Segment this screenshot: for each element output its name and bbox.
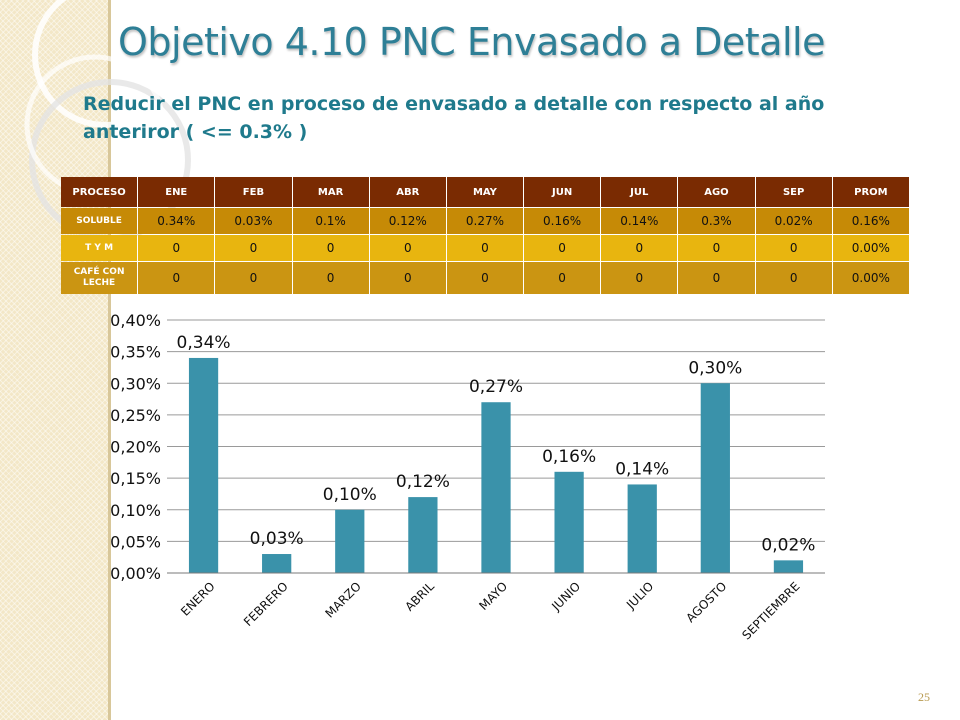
y-tick-label: 0,25% [110, 406, 161, 425]
x-tick-label: SEPTIEMBRE [739, 579, 802, 642]
data-label: 0,34% [177, 333, 231, 353]
table-cell: 0 [524, 262, 601, 294]
y-tick-label: 0,05% [110, 532, 161, 551]
pnc-data-table: PROCESO ENE FEB MAR ABR MAY JUN JUL AGO SEP PROM S… [60, 176, 910, 295]
y-tick-label: 0,10% [110, 501, 161, 520]
table-cell: 0 [601, 262, 678, 294]
table-header-cell: FEB [215, 177, 292, 207]
table-cell: 0 [446, 235, 524, 261]
table-cell: 0.16% [832, 208, 909, 234]
side-band-edge [108, 0, 111, 720]
x-tick-label: JULIO [623, 579, 656, 612]
table-cell: 0 [601, 235, 678, 261]
x-tick-label: MAYO [476, 579, 510, 613]
y-tick-label: 0,15% [110, 469, 161, 488]
x-tick-label: FEBRERO [241, 579, 291, 629]
table-cell: 0.16% [524, 208, 601, 234]
table-cell: 0 [138, 262, 215, 294]
y-axis-tick-labels: 0,00% 0,05% 0,10% 0,15% 0,20% 0,25% 0,30% 0,35%… [110, 311, 161, 583]
table-cell: 0 [369, 262, 446, 294]
data-label: 0,30% [688, 358, 742, 378]
page-number: 25 [918, 690, 930, 704]
data-label: 0,02% [761, 535, 815, 555]
x-tick-label: ENERO [178, 579, 218, 619]
table-header-cell: AGO [678, 177, 755, 207]
y-tick-label: 0,20% [110, 438, 161, 457]
table-header-cell: ENE [138, 177, 215, 207]
table-cell: 0.00% [832, 262, 909, 294]
table-body: SOLUBLE 0.34% 0.03% 0.1% 0.12% 0.27% 0.16% 0.14… [61, 208, 909, 294]
data-label: 0,12% [396, 472, 450, 492]
slide-subtitle: Reducir el PNC en proceso de envasado a … [83, 93, 825, 143]
chart-data-labels: 0,34% 0,03% 0,10% 0,12% 0,27% 0,16% 0,14% 0,30%… [177, 333, 816, 555]
bar [481, 402, 511, 573]
table-cell: 0 [755, 235, 832, 261]
bar [554, 471, 584, 573]
y-tick-label: 0,30% [110, 374, 161, 393]
bar-chart: 0,00% 0,05% 0,10% 0,15% 0,20% 0,25% 0,30% 0,35%… [110, 311, 825, 642]
table-cell: 0.14% [601, 208, 678, 234]
table-cell: 0.34% [138, 208, 215, 234]
table-cell: 0.02% [755, 208, 832, 234]
chart-bars [188, 357, 804, 573]
x-axis-tick-labels: ENERO FEBRERO MARZO ABRIL MAYO JUNIO JULIO AGOS… [178, 579, 802, 642]
table-header-cell: MAR [292, 177, 369, 207]
table-row: CAFÉ CON LECHE 0 0 0 0 0 0 0 0 0 0.00% [61, 262, 909, 294]
table-header-cell: JUL [601, 177, 678, 207]
table-cell: 0 [369, 235, 446, 261]
table-cell: 0.03% [215, 208, 292, 234]
table-cell: 0 [215, 262, 292, 294]
table-cell: 0.1% [292, 208, 369, 234]
y-tick-label: 0,35% [110, 343, 161, 362]
table-row: T Y M 0 0 0 0 0 0 0 0 0 0.00% [61, 235, 909, 261]
data-label: 0,03% [250, 529, 304, 549]
table-header-cell: ABR [369, 177, 446, 207]
data-label: 0,10% [323, 485, 377, 505]
table-row-label: SOLUBLE [61, 208, 138, 234]
table-header-row: PROCESO ENE FEB MAR ABR MAY JUN JUL AGO SEP PROM [61, 177, 909, 207]
bar [262, 554, 292, 573]
table-cell: 0 [524, 235, 601, 261]
table-row: SOLUBLE 0.34% 0.03% 0.1% 0.12% 0.27% 0.16% 0.14… [61, 208, 909, 234]
table-header-cell: PROM [832, 177, 909, 207]
table-cell: 0.00% [832, 235, 909, 261]
table-row-label: CAFÉ CON LECHE [61, 262, 138, 294]
bar [700, 383, 730, 573]
table-header-cell: SEP [755, 177, 832, 207]
table-header-cell: MAY [446, 177, 524, 207]
table-cell: 0 [446, 262, 524, 294]
table-cell: 0.12% [369, 208, 446, 234]
bar [408, 497, 438, 573]
table-cell: 0 [678, 235, 755, 261]
data-label: 0,14% [615, 459, 669, 479]
table-cell: 0 [215, 235, 292, 261]
data-label: 0,27% [469, 377, 523, 397]
data-label: 0,16% [542, 447, 596, 467]
y-tick-label: 0,40% [110, 311, 161, 330]
x-tick-label: ABRIL [402, 579, 437, 614]
table-cell: 0 [678, 262, 755, 294]
bar [627, 484, 657, 573]
bar [773, 560, 804, 573]
bar [188, 357, 219, 573]
table-row-label: T Y M [61, 235, 138, 261]
decorative-side-band [0, 0, 108, 720]
table-cell: 0 [138, 235, 215, 261]
y-tick-label: 0,00% [110, 564, 161, 583]
table-cell: 0.3% [678, 208, 755, 234]
slide-title: Objetivo 4.10 PNC Envasado a Detalle [118, 20, 825, 64]
x-tick-label: AGOSTO [683, 579, 729, 625]
x-tick-label: JUNIO [548, 579, 583, 614]
table-cell: 0.27% [446, 208, 524, 234]
table-cell: 0 [292, 262, 369, 294]
bar [335, 509, 365, 573]
table-cell: 0 [755, 262, 832, 294]
table-header-cell: PROCESO [61, 177, 138, 207]
table-header-cell: JUN [524, 177, 601, 207]
table-cell: 0 [292, 235, 369, 261]
x-tick-label: MARZO [322, 579, 363, 620]
